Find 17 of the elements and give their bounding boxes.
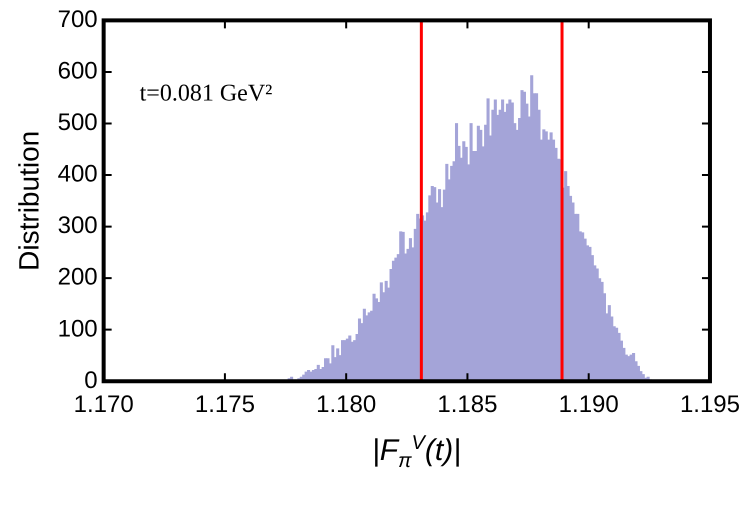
x-tick-label: 1.175: [194, 391, 255, 418]
y-tick-label: 500: [58, 109, 98, 136]
y-tick-label: 300: [58, 212, 98, 240]
y-axis-title: Distribution: [14, 130, 45, 271]
x-axis-title: |F$_{π}$$^{V}$(t)|: [371, 432, 462, 473]
y-tick-label: 600: [58, 58, 98, 85]
x-tick-label: 1.170: [74, 391, 134, 418]
x-tick-label: 1.195: [680, 391, 740, 418]
annotation: t=0.081 GeV²: [140, 80, 272, 107]
y-tick-label: 100: [58, 315, 98, 342]
x-tick-label: 1.185: [437, 391, 498, 418]
y-tick-label: 400: [58, 160, 98, 188]
x-tick-label: 1.180: [316, 391, 376, 418]
x-tick-label: 1.190: [558, 391, 619, 418]
y-tick-label: 200: [58, 264, 98, 291]
y-tick-label: 700: [58, 6, 98, 34]
y-tick-label: 0: [84, 366, 98, 394]
